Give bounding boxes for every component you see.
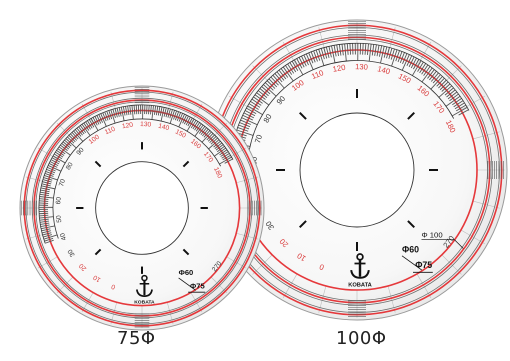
hole-label-60: Φ60 bbox=[402, 245, 419, 255]
hole-label-100: Φ 100 bbox=[422, 231, 443, 240]
scale-tick bbox=[350, 43, 351, 54]
caption-75: 75Φ bbox=[117, 328, 156, 349]
scale-number: 130 bbox=[140, 121, 152, 128]
scale-number: 60 bbox=[55, 196, 63, 204]
brand-text: KOBATA bbox=[348, 283, 372, 289]
scale-tick bbox=[136, 105, 137, 114]
center-hole bbox=[300, 113, 414, 227]
scale-number: 130 bbox=[355, 62, 368, 72]
hole-label-60: Φ60 bbox=[179, 268, 194, 277]
scale-tick bbox=[39, 201, 48, 202]
hole-label-75: Φ75 bbox=[190, 281, 205, 290]
scale-number: 50 bbox=[55, 214, 63, 223]
hole-label-75: Φ75 bbox=[415, 260, 432, 270]
scale-tick bbox=[149, 105, 150, 114]
brand-text: KOBATA bbox=[134, 300, 155, 306]
center-hole bbox=[96, 162, 189, 255]
caption-100: 100Φ bbox=[336, 328, 387, 349]
scale-tick bbox=[39, 213, 48, 214]
scale-tick bbox=[363, 43, 364, 54]
